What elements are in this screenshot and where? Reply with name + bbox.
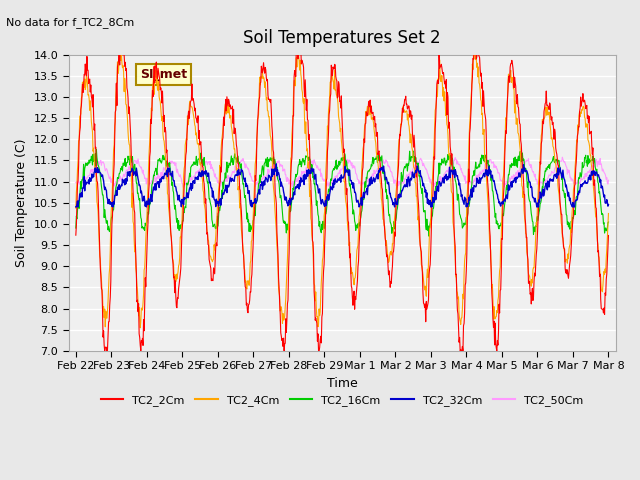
Text: No data for f_TC2_8Cm: No data for f_TC2_8Cm [6,17,134,28]
Y-axis label: Soil Temperature (C): Soil Temperature (C) [15,138,28,267]
Title: Soil Temperatures Set 2: Soil Temperatures Set 2 [243,29,441,48]
X-axis label: Time: Time [327,377,358,390]
Text: SI_met: SI_met [140,68,187,81]
Legend: TC2_2Cm, TC2_4Cm, TC2_16Cm, TC2_32Cm, TC2_50Cm: TC2_2Cm, TC2_4Cm, TC2_16Cm, TC2_32Cm, TC… [97,391,588,410]
